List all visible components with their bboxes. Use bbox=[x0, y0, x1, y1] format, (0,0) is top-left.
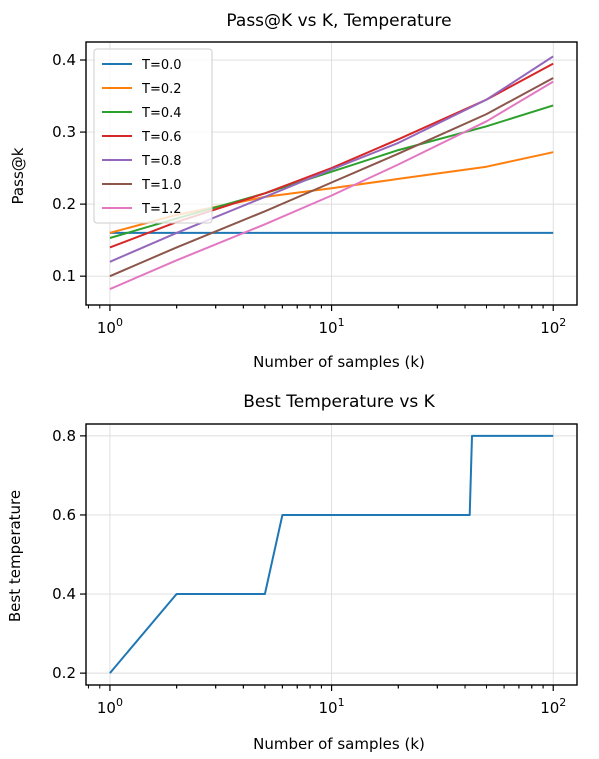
series-line-5 bbox=[109, 77, 554, 278]
series-line-4 bbox=[109, 55, 554, 263]
series-lines bbox=[109, 434, 554, 674]
y-tick-label: 0.8 bbox=[52, 427, 76, 445]
x-tick-exponent: 0 bbox=[116, 316, 123, 329]
y-axis-label: Best temperature bbox=[6, 490, 24, 622]
x-tick-label: 100 bbox=[97, 696, 123, 717]
chart-title: Pass@K vs K, Temperature bbox=[226, 11, 451, 31]
x-tick-exponent: 1 bbox=[338, 696, 345, 709]
x-axis-label: Number of samples (k) bbox=[253, 353, 425, 371]
x-tick-exponent: 1 bbox=[338, 316, 345, 329]
y-axis-label: Pass@k bbox=[9, 147, 27, 204]
x-axis-label: Number of samples (k) bbox=[253, 735, 425, 753]
x-tick-label: 101 bbox=[319, 316, 345, 337]
series-line-0 bbox=[109, 434, 554, 674]
x-tick-label: 102 bbox=[540, 696, 566, 717]
best-temperature-chart: Best Temperature vs K 100 101 1020.20.40.6… bbox=[6, 392, 578, 753]
y-tick-label: 0.3 bbox=[52, 123, 76, 141]
legend-label: T=0.4 bbox=[141, 106, 182, 121]
x-tick-exponent: 2 bbox=[559, 696, 566, 709]
legend-box bbox=[93, 48, 213, 224]
legend-label: T=0.6 bbox=[141, 130, 182, 145]
x-tick-base: 10 bbox=[540, 319, 559, 337]
series-line-6 bbox=[109, 80, 554, 291]
x-tick-label: 101 bbox=[319, 696, 345, 717]
pass-at-k-chart: Pass@K vs K, Temperature 100 101 1020.10.2… bbox=[9, 11, 578, 371]
x-tick-base: 10 bbox=[540, 699, 559, 717]
legend-label: T=0.8 bbox=[141, 154, 182, 169]
x-tick-exponent: 0 bbox=[116, 696, 123, 709]
y-tick-label: 0.4 bbox=[52, 51, 76, 69]
y-tick-label: 0.4 bbox=[52, 585, 76, 603]
x-tick-base: 10 bbox=[97, 319, 116, 337]
y-tick-label: 0.2 bbox=[52, 195, 76, 213]
y-tick-label: 0.6 bbox=[52, 506, 76, 524]
x-tick-base: 10 bbox=[319, 699, 338, 717]
legend-label: T=1.2 bbox=[141, 202, 182, 217]
x-tick-exponent: 2 bbox=[559, 316, 566, 329]
y-tick-label: 0.2 bbox=[52, 664, 76, 682]
legend-label: T=0.0 bbox=[141, 58, 182, 73]
x-tick-label: 100 bbox=[97, 316, 123, 337]
chart-title: Best Temperature vs K bbox=[243, 392, 435, 412]
x-tick-base: 10 bbox=[319, 319, 338, 337]
y-tick-label: 0.1 bbox=[52, 267, 76, 285]
legend-label: T=0.2 bbox=[141, 82, 182, 97]
x-tick-base: 10 bbox=[97, 699, 116, 717]
legend-label: T=1.0 bbox=[141, 178, 182, 193]
grid bbox=[86, 424, 577, 685]
legend: T=0.0 T=0.2 T=0.4 T=0.6 T=0.8 T=1.0 T=1.2 bbox=[93, 48, 213, 224]
x-tick-label: 102 bbox=[540, 316, 566, 337]
